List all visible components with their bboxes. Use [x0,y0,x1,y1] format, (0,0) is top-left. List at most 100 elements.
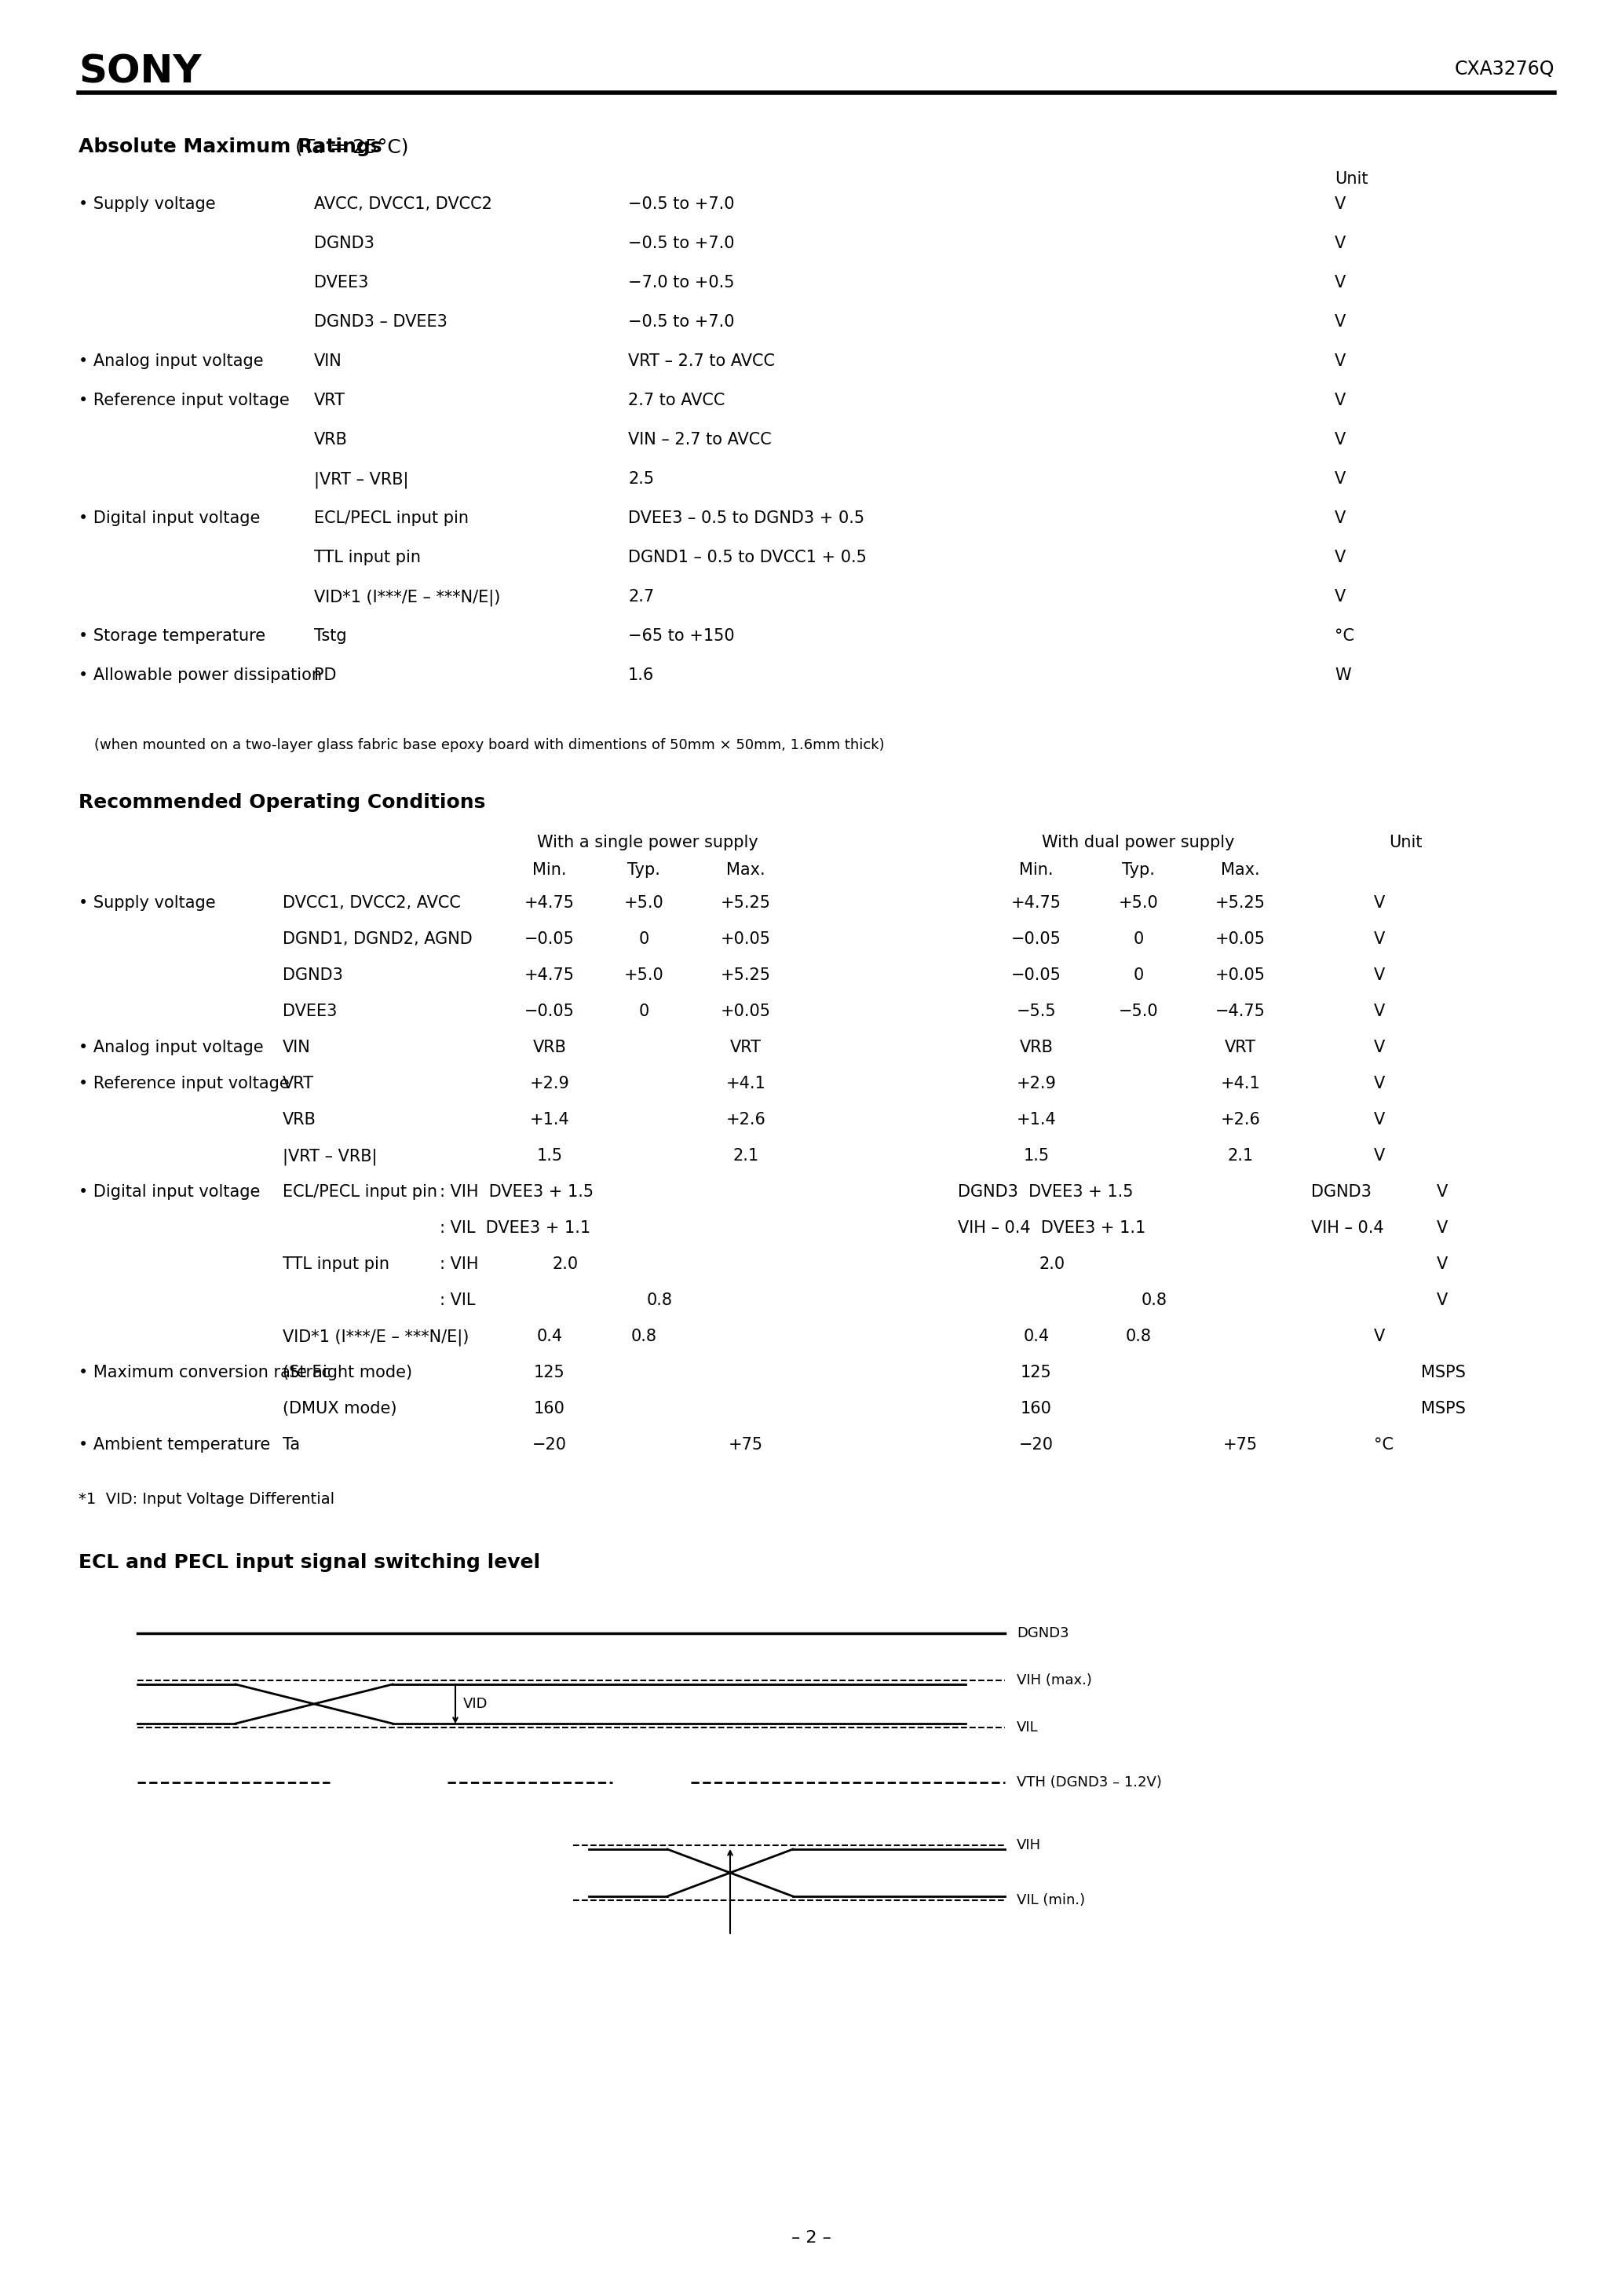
Text: 2.1: 2.1 [733,1148,759,1164]
Text: +0.05: +0.05 [1215,967,1265,983]
Text: +4.75: +4.75 [524,895,574,912]
Text: CXA3276Q: CXA3276Q [1455,60,1554,78]
Text: V: V [1335,588,1346,604]
Text: DGND3 – DVEE3: DGND3 – DVEE3 [315,315,448,331]
Text: 2.7: 2.7 [628,588,654,604]
Text: V: V [1335,471,1346,487]
Text: Max.: Max. [1221,863,1260,877]
Text: VIH – 0.4  DVEE3 + 1.1: VIH – 0.4 DVEE3 + 1.1 [959,1219,1145,1235]
Text: V: V [1374,1148,1385,1164]
Text: V: V [1335,236,1346,250]
Text: MSPS: MSPS [1421,1401,1466,1417]
Text: *1  VID: Input Voltage Differential: *1 VID: Input Voltage Differential [78,1492,334,1506]
Text: +2.9: +2.9 [1017,1077,1056,1091]
Text: 0.4: 0.4 [537,1329,563,1343]
Text: +4.75: +4.75 [524,967,574,983]
Text: W: W [1335,668,1351,684]
Text: VIL: VIL [1017,1720,1038,1733]
Text: 0: 0 [1134,932,1144,946]
Text: +1.4: +1.4 [530,1111,569,1127]
Text: VIN: VIN [282,1040,311,1056]
Text: V: V [1437,1256,1448,1272]
Text: +5.25: +5.25 [720,967,770,983]
Text: Typ.: Typ. [1122,863,1155,877]
Text: 1.5: 1.5 [1023,1148,1049,1164]
Text: 1.5: 1.5 [537,1148,563,1164]
Text: V: V [1374,895,1385,912]
Text: +4.1: +4.1 [727,1077,766,1091]
Text: Typ.: Typ. [628,863,660,877]
Text: TTL input pin: TTL input pin [282,1256,389,1272]
Text: With dual power supply: With dual power supply [1041,836,1234,850]
Text: V: V [1335,276,1346,292]
Text: ECL and PECL input signal switching level: ECL and PECL input signal switching leve… [78,1552,540,1573]
Text: VID: VID [464,1697,488,1711]
Text: Tstg: Tstg [315,629,347,643]
Text: DGND3: DGND3 [315,236,375,250]
Text: AVCC, DVCC1, DVCC2: AVCC, DVCC1, DVCC2 [315,195,491,211]
Text: 0: 0 [1134,967,1144,983]
Text: V: V [1374,1003,1385,1019]
Text: SONY: SONY [78,53,201,92]
Text: +4.1: +4.1 [1220,1077,1260,1091]
Text: +2.9: +2.9 [530,1077,569,1091]
Text: °C: °C [1374,1437,1393,1453]
Text: MSPS: MSPS [1421,1364,1466,1380]
Text: Recommended Operating Conditions: Recommended Operating Conditions [78,792,485,813]
Text: V: V [1437,1185,1448,1201]
Text: VIH – 0.4: VIH – 0.4 [1311,1219,1384,1235]
Text: 125: 125 [1020,1364,1053,1380]
Text: |VRT – VRB|: |VRT – VRB| [282,1148,378,1164]
Text: V: V [1335,432,1346,448]
Text: −0.05: −0.05 [1011,967,1061,983]
Text: 2.7 to AVCC: 2.7 to AVCC [628,393,725,409]
Text: VIH (max.): VIH (max.) [1017,1674,1092,1688]
Text: +0.05: +0.05 [720,932,770,946]
Text: • Reference input voltage: • Reference input voltage [78,393,289,409]
Text: Min.: Min. [532,863,566,877]
Text: +4.75: +4.75 [1011,895,1061,912]
Text: VID*1 (I***/E – ***N/E|): VID*1 (I***/E – ***N/E|) [315,588,501,606]
Text: −7.0 to +0.5: −7.0 to +0.5 [628,276,735,292]
Text: 0.8: 0.8 [647,1293,673,1309]
Text: 0.8: 0.8 [1142,1293,1168,1309]
Text: −0.5 to +7.0: −0.5 to +7.0 [628,195,735,211]
Text: DGND3: DGND3 [1311,1185,1372,1201]
Text: −4.75: −4.75 [1215,1003,1265,1019]
Text: : VIH: : VIH [440,1256,478,1272]
Text: • Storage temperature: • Storage temperature [78,629,266,643]
Text: +0.05: +0.05 [1215,932,1265,946]
Text: VRT: VRT [282,1077,315,1091]
Text: V: V [1374,1040,1385,1056]
Text: +5.0: +5.0 [1119,895,1158,912]
Text: 2.0: 2.0 [1040,1256,1066,1272]
Text: V: V [1335,354,1346,370]
Text: VRT – 2.7 to AVCC: VRT – 2.7 to AVCC [628,354,775,370]
Text: DVEE3: DVEE3 [282,1003,337,1019]
Text: −5.0: −5.0 [1119,1003,1158,1019]
Text: +2.6: +2.6 [1220,1111,1260,1127]
Text: With a single power supply: With a single power supply [537,836,759,850]
Text: 0.8: 0.8 [1126,1329,1152,1343]
Text: Ta: Ta [282,1437,300,1453]
Text: −5.5: −5.5 [1017,1003,1056,1019]
Text: • Ambient temperature: • Ambient temperature [78,1437,271,1453]
Text: V: V [1335,195,1346,211]
Text: TTL input pin: TTL input pin [315,549,420,565]
Text: VID*1 (I***/E – ***N/E|): VID*1 (I***/E – ***N/E|) [282,1329,469,1345]
Text: DGND3: DGND3 [1017,1626,1069,1639]
Text: DVEE3: DVEE3 [315,276,368,292]
Text: V: V [1374,1329,1385,1343]
Text: – 2 –: – 2 – [792,2229,830,2245]
Text: +0.05: +0.05 [720,1003,770,1019]
Text: V: V [1335,393,1346,409]
Text: 160: 160 [1020,1401,1053,1417]
Text: (Straight mode): (Straight mode) [282,1364,412,1380]
Text: ECL/PECL input pin: ECL/PECL input pin [282,1185,438,1201]
Text: : VIH  DVEE3 + 1.5: : VIH DVEE3 + 1.5 [440,1185,594,1201]
Text: +75: +75 [1223,1437,1257,1453]
Text: Max.: Max. [727,863,766,877]
Text: V: V [1335,315,1346,331]
Text: DVEE3 – 0.5 to DGND3 + 0.5: DVEE3 – 0.5 to DGND3 + 0.5 [628,510,865,526]
Text: Unit: Unit [1388,836,1422,850]
